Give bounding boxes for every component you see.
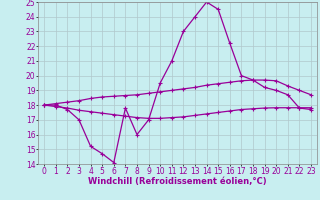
X-axis label: Windchill (Refroidissement éolien,°C): Windchill (Refroidissement éolien,°C) <box>88 177 267 186</box>
